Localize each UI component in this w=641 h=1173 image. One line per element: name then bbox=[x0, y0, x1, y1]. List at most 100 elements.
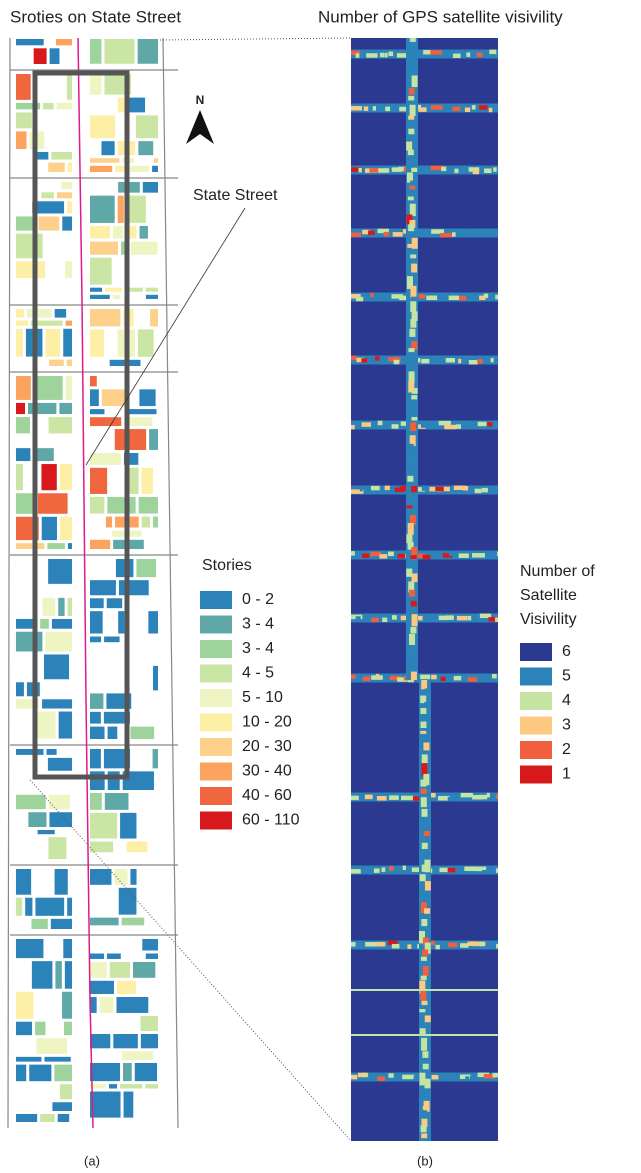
building bbox=[90, 712, 101, 724]
building bbox=[61, 182, 72, 189]
building bbox=[90, 962, 107, 978]
building bbox=[133, 962, 155, 978]
building bbox=[146, 295, 158, 299]
building bbox=[16, 39, 44, 45]
building bbox=[90, 1092, 121, 1118]
building bbox=[16, 417, 30, 433]
building bbox=[116, 997, 148, 1013]
building bbox=[52, 619, 72, 629]
building bbox=[109, 1084, 117, 1088]
building bbox=[42, 517, 57, 540]
building bbox=[54, 1065, 72, 1082]
building bbox=[104, 39, 134, 64]
building bbox=[16, 543, 44, 549]
north-label: N bbox=[196, 93, 205, 107]
building bbox=[41, 464, 56, 490]
building bbox=[29, 1065, 51, 1082]
building bbox=[90, 417, 121, 426]
building bbox=[90, 226, 110, 239]
zoom-line bbox=[160, 38, 351, 40]
building bbox=[139, 389, 155, 406]
building bbox=[142, 939, 158, 950]
building bbox=[90, 389, 99, 406]
building bbox=[107, 953, 121, 958]
building bbox=[90, 166, 112, 172]
building bbox=[36, 1038, 67, 1054]
legend-label: 5 - 10 bbox=[242, 689, 283, 706]
building bbox=[136, 115, 158, 138]
legend-label: 20 - 30 bbox=[242, 738, 292, 755]
building bbox=[59, 403, 72, 414]
building bbox=[58, 1114, 69, 1122]
building bbox=[90, 196, 115, 223]
building bbox=[90, 693, 103, 708]
building bbox=[100, 997, 114, 1013]
building bbox=[68, 543, 72, 549]
building bbox=[90, 918, 119, 926]
building bbox=[68, 598, 72, 616]
building bbox=[60, 517, 72, 540]
building bbox=[113, 226, 123, 239]
building bbox=[16, 376, 31, 400]
building bbox=[90, 115, 115, 138]
legend-label: 4 bbox=[562, 692, 571, 709]
building bbox=[118, 196, 124, 223]
building bbox=[49, 360, 64, 366]
legend-label: 1 bbox=[562, 766, 571, 783]
legend-title: Number of bbox=[520, 563, 595, 580]
building bbox=[39, 216, 60, 230]
building bbox=[32, 961, 53, 989]
building bbox=[127, 196, 146, 223]
building bbox=[47, 749, 57, 755]
building bbox=[110, 962, 130, 978]
building bbox=[90, 468, 107, 494]
building bbox=[119, 888, 137, 915]
building bbox=[16, 131, 27, 149]
legend-swatch bbox=[200, 689, 232, 707]
building bbox=[108, 771, 120, 790]
building bbox=[90, 749, 101, 768]
building bbox=[67, 898, 72, 916]
building bbox=[67, 201, 72, 213]
building bbox=[65, 261, 72, 278]
building bbox=[38, 493, 68, 514]
building bbox=[51, 152, 72, 160]
legend-label: 4 - 5 bbox=[242, 665, 274, 682]
building bbox=[57, 192, 72, 198]
building bbox=[90, 842, 113, 853]
building bbox=[117, 981, 136, 994]
building bbox=[36, 152, 48, 160]
building bbox=[35, 1022, 45, 1035]
legend-label: 5 bbox=[562, 668, 571, 685]
building bbox=[16, 234, 43, 259]
building bbox=[42, 699, 72, 708]
building bbox=[52, 1102, 72, 1111]
building bbox=[16, 749, 44, 755]
building bbox=[48, 559, 72, 584]
building bbox=[90, 1034, 110, 1048]
building bbox=[107, 497, 135, 514]
building bbox=[38, 830, 55, 834]
building bbox=[16, 448, 30, 461]
building bbox=[152, 166, 158, 172]
legend-swatch bbox=[520, 692, 552, 710]
building bbox=[90, 997, 97, 1013]
building bbox=[16, 493, 35, 514]
building bbox=[140, 1016, 158, 1031]
building bbox=[16, 869, 31, 895]
building bbox=[130, 166, 149, 172]
building bbox=[48, 837, 66, 859]
building bbox=[135, 1063, 157, 1081]
building bbox=[16, 682, 24, 696]
building bbox=[90, 953, 104, 958]
legend-swatch bbox=[200, 640, 232, 658]
building bbox=[90, 295, 110, 299]
building bbox=[90, 869, 111, 885]
street bbox=[163, 38, 178, 1128]
building bbox=[28, 812, 46, 827]
building bbox=[41, 192, 53, 198]
legend-label: 0 - 2 bbox=[242, 591, 274, 608]
building bbox=[90, 242, 118, 255]
building bbox=[90, 981, 114, 994]
building bbox=[90, 1063, 120, 1081]
